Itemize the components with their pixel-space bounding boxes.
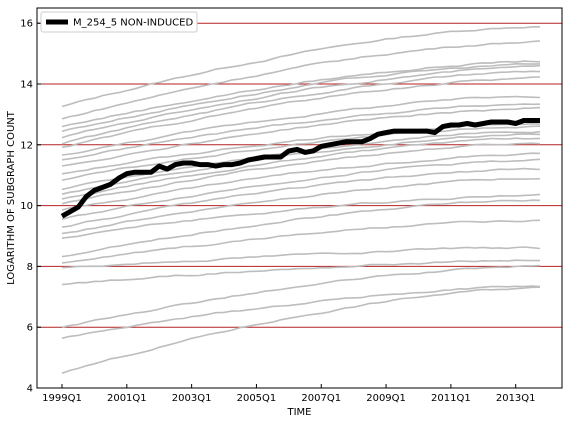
background-series-line bbox=[61, 158, 541, 221]
background-series-line bbox=[61, 167, 541, 228]
x-tick-label: 2007Q1 bbox=[301, 393, 341, 404]
y-tick-label: 10 bbox=[20, 201, 33, 212]
background-series-line bbox=[61, 106, 541, 167]
legend-box bbox=[40, 11, 198, 33]
background-series-line bbox=[61, 285, 541, 339]
background-series-line bbox=[61, 199, 541, 258]
background-series-line bbox=[61, 152, 541, 211]
background-series-line bbox=[61, 177, 541, 235]
x-tick-label: 2009Q1 bbox=[366, 393, 406, 404]
plot-frame bbox=[36, 7, 563, 389]
background-series-line bbox=[61, 142, 541, 205]
x-axis-ticks: 1999Q1 2001Q1 2003Q1 2005Q1 2007Q1 2009Q1 2011… bbox=[42, 384, 536, 404]
y-tick-label: 8 bbox=[27, 262, 33, 273]
background-series-line bbox=[61, 60, 541, 128]
highlight-series-line bbox=[60, 118, 540, 219]
background-series-line bbox=[61, 76, 541, 148]
legend: M_254_5 NON-INDUCED bbox=[40, 11, 198, 33]
highlight-series-group bbox=[60, 118, 540, 219]
background-series-line bbox=[61, 95, 541, 156]
y-tick-label: 14 bbox=[20, 80, 33, 91]
background-series-line bbox=[61, 26, 541, 108]
x-tick-label: 2001Q1 bbox=[107, 393, 147, 404]
legend-label: M_254_5 NON-INDUCED bbox=[73, 18, 193, 29]
y-tick-label: 4 bbox=[27, 384, 33, 395]
x-tick-label: 2013Q1 bbox=[496, 393, 536, 404]
y-tick-label: 6 bbox=[27, 323, 33, 334]
gridlines bbox=[37, 22, 562, 389]
x-axis-title: TIME bbox=[286, 407, 311, 418]
x-tick-label: 2005Q1 bbox=[237, 393, 277, 404]
background-series-line bbox=[61, 264, 541, 329]
y-tick-label: 12 bbox=[20, 140, 33, 151]
y-axis-title: LOGARITHM OF SUBGRAPH COUNT bbox=[6, 110, 17, 285]
x-tick-label: 1999Q1 bbox=[42, 393, 82, 404]
background-series-line bbox=[61, 193, 541, 239]
x-tick-label: 2011Q1 bbox=[431, 393, 471, 404]
y-tick-label: 16 bbox=[20, 19, 33, 30]
background-series-line bbox=[61, 62, 541, 133]
y-axis-ticks: 4 6 8 10 12 14 16 bbox=[20, 19, 41, 395]
background-series-line bbox=[61, 70, 541, 145]
background-series-line bbox=[61, 286, 541, 375]
background-series-group bbox=[61, 26, 541, 375]
background-series-line bbox=[61, 103, 541, 161]
x-tick-label: 2003Q1 bbox=[172, 393, 212, 404]
background-series-line bbox=[61, 259, 540, 286]
background-series-line bbox=[61, 40, 541, 120]
background-series-line bbox=[61, 125, 541, 181]
background-series-line bbox=[61, 219, 541, 264]
background-series-line bbox=[61, 246, 541, 269]
background-series-line bbox=[61, 137, 541, 200]
background-series-line bbox=[61, 64, 541, 139]
